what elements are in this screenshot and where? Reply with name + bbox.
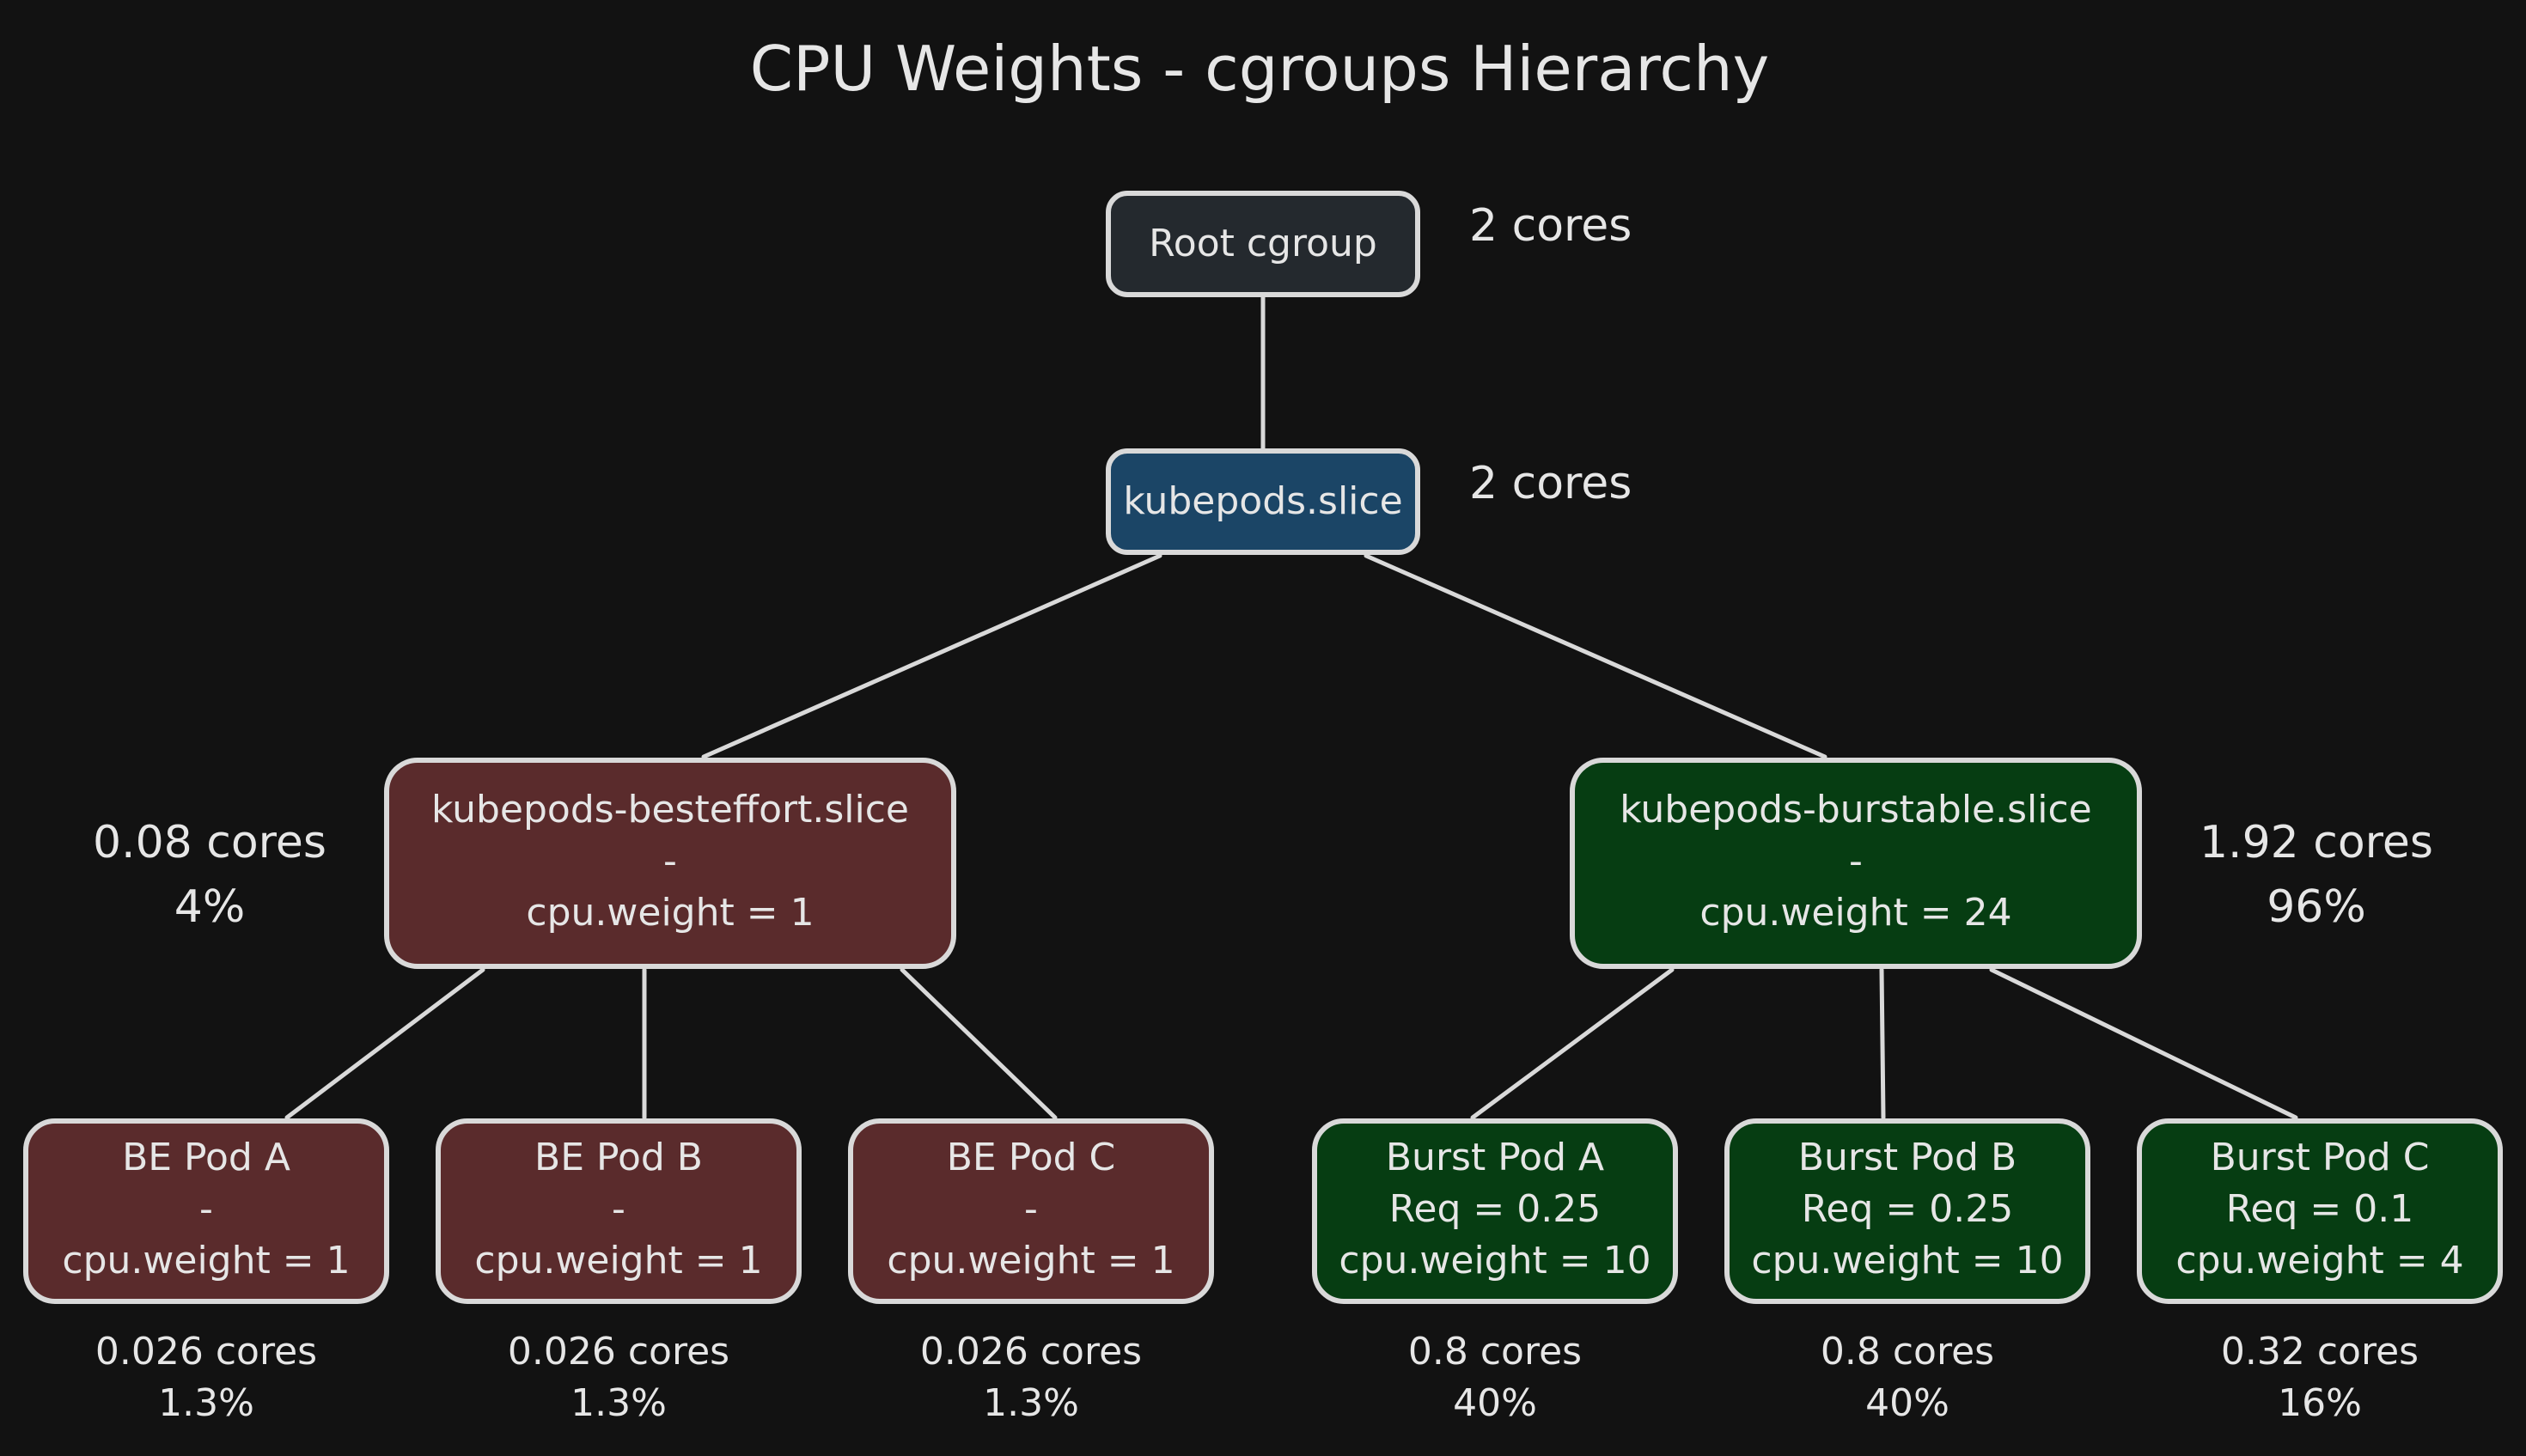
be-pod-b-cores: 0.026 cores bbox=[508, 1330, 729, 1374]
burstable-weight: cpu.weight = 24 bbox=[1699, 891, 2011, 935]
besteffort-weight: cpu.weight = 1 bbox=[526, 891, 814, 935]
be-pod-b-box bbox=[436, 1118, 802, 1304]
edge-be-pod-a bbox=[284, 967, 485, 1120]
edge-burst-pod-b bbox=[1879, 967, 1886, 1120]
be-pod-c-cores: 0.026 cores bbox=[920, 1330, 1142, 1374]
burstable-box bbox=[1570, 758, 2142, 969]
pods: BE Pod A-cpu.weight = 10.026 cores1.3%BE… bbox=[23, 1118, 2503, 1425]
root-label: Root cgroup bbox=[1149, 222, 1377, 265]
node-burst-pod-a: Burst Pod A Req = 0.25 cpu.weight = 10 0.8 … bbox=[1312, 1118, 1678, 1425]
kubepods-cores: 2 cores bbox=[1469, 458, 1632, 509]
burst-pod-b-cores: 0.8 cores bbox=[1821, 1330, 1994, 1374]
burst-pod-c-box bbox=[2137, 1118, 2503, 1304]
burstable-separator: - bbox=[1849, 839, 1863, 883]
be-pod-b-line-1: BE Pod B bbox=[534, 1136, 703, 1179]
edges bbox=[284, 292, 2298, 1120]
edge-kubepods-burstable bbox=[1364, 553, 1827, 759]
node-burst-pod-b: Burst Pod B Req = 0.25 cpu.weight = 10 0.8 … bbox=[1724, 1118, 2090, 1425]
be-pod-a-line-3: cpu.weight = 1 bbox=[62, 1239, 350, 1282]
be-pod-a-box bbox=[23, 1118, 389, 1304]
edge-burst-pod-a bbox=[1470, 967, 1675, 1120]
burstable-percent: 96% bbox=[2267, 881, 2366, 933]
burst-pod-a-line-3: cpu.weight = 10 bbox=[1339, 1239, 1650, 1282]
node-burstable-slice: kubepods-burstable.slice - cpu.weight = … bbox=[1570, 758, 2142, 969]
burst-pod-a-line-1: Burst Pod A bbox=[1386, 1136, 1604, 1179]
besteffort-name: kubepods-besteffort.slice bbox=[431, 788, 909, 832]
burst-pod-a-cores: 0.8 cores bbox=[1408, 1330, 1582, 1374]
be-pod-c-line-3: cpu.weight = 1 bbox=[887, 1239, 1175, 1282]
besteffort-box bbox=[384, 758, 956, 969]
kubepods-label: kubepods.slice bbox=[1123, 479, 1402, 523]
node-kubepods-slice: kubepods.slice bbox=[1106, 448, 1420, 555]
burst-pod-c-percent: 16% bbox=[2278, 1381, 2362, 1425]
burst-pod-b-line-1: Burst Pod B bbox=[1798, 1136, 2017, 1179]
be-pod-c-line-2: - bbox=[1024, 1187, 1038, 1231]
burst-pod-b-box bbox=[1724, 1118, 2090, 1304]
kubepods-box bbox=[1106, 448, 1420, 555]
burst-pod-c-cores: 0.32 cores bbox=[2221, 1330, 2419, 1374]
edge-burst-pod-c bbox=[1989, 967, 2298, 1120]
be-pod-c-box bbox=[848, 1118, 1214, 1304]
root-cores: 2 cores bbox=[1469, 200, 1632, 252]
diagram-title: CPU Weights - cgroups Hierarchy bbox=[750, 33, 1770, 105]
node-be-pod-b: BE Pod B - cpu.weight = 1 0.026 cores 1.3% bbox=[436, 1118, 802, 1425]
besteffort-percent: 4% bbox=[174, 881, 246, 933]
be-pod-c-percent: 1.3% bbox=[983, 1381, 1079, 1425]
be-pod-b-percent: 1.3% bbox=[570, 1381, 667, 1425]
be-pod-a-line-1: BE Pod A bbox=[122, 1136, 290, 1179]
besteffort-cores: 0.08 cores bbox=[93, 817, 326, 868]
root-box bbox=[1106, 191, 1420, 297]
node-be-pod-a: BE Pod A - cpu.weight = 1 0.026 cores 1.3% bbox=[23, 1118, 389, 1425]
besteffort-separator: - bbox=[663, 839, 677, 883]
burst-pod-b-line-3: cpu.weight = 10 bbox=[1751, 1239, 2063, 1282]
node-burst-pod-c: Burst Pod C Req = 0.1 cpu.weight = 4 0.32 c… bbox=[2137, 1118, 2503, 1425]
node-be-pod-c: BE Pod C - cpu.weight = 1 0.026 cores 1.3% bbox=[848, 1118, 1214, 1425]
burst-pod-c-line-3: cpu.weight = 4 bbox=[2175, 1239, 2463, 1282]
burst-pod-a-box bbox=[1312, 1118, 1678, 1304]
be-pod-b-line-3: cpu.weight = 1 bbox=[474, 1239, 762, 1282]
be-pod-a-percent: 1.3% bbox=[158, 1381, 254, 1425]
burstable-name: kubepods-burstable.slice bbox=[1620, 788, 2091, 832]
burst-pod-b-percent: 40% bbox=[1865, 1381, 1949, 1425]
be-pod-b-line-2: - bbox=[612, 1187, 625, 1231]
edge-kubepods-besteffort bbox=[701, 553, 1162, 759]
edge-be-pod-c bbox=[900, 967, 1058, 1120]
burst-pod-c-line-2: Req = 0.1 bbox=[2226, 1187, 2413, 1231]
burst-pod-a-percent: 40% bbox=[1453, 1381, 1537, 1425]
burst-pod-c-line-1: Burst Pod C bbox=[2211, 1136, 2430, 1179]
be-pod-a-cores: 0.026 cores bbox=[95, 1330, 317, 1374]
burst-pod-a-line-2: Req = 0.25 bbox=[1389, 1187, 1601, 1231]
node-root-cgroup: Root cgroup bbox=[1106, 191, 1420, 297]
be-pod-c-line-1: BE Pod C bbox=[947, 1136, 1116, 1179]
be-pod-a-line-2: - bbox=[199, 1187, 213, 1231]
burstable-cores: 1.92 cores bbox=[2200, 817, 2433, 868]
node-besteffort-slice: kubepods-besteffort.slice - cpu.weight =… bbox=[384, 758, 956, 969]
burst-pod-b-line-2: Req = 0.25 bbox=[1802, 1187, 2013, 1231]
